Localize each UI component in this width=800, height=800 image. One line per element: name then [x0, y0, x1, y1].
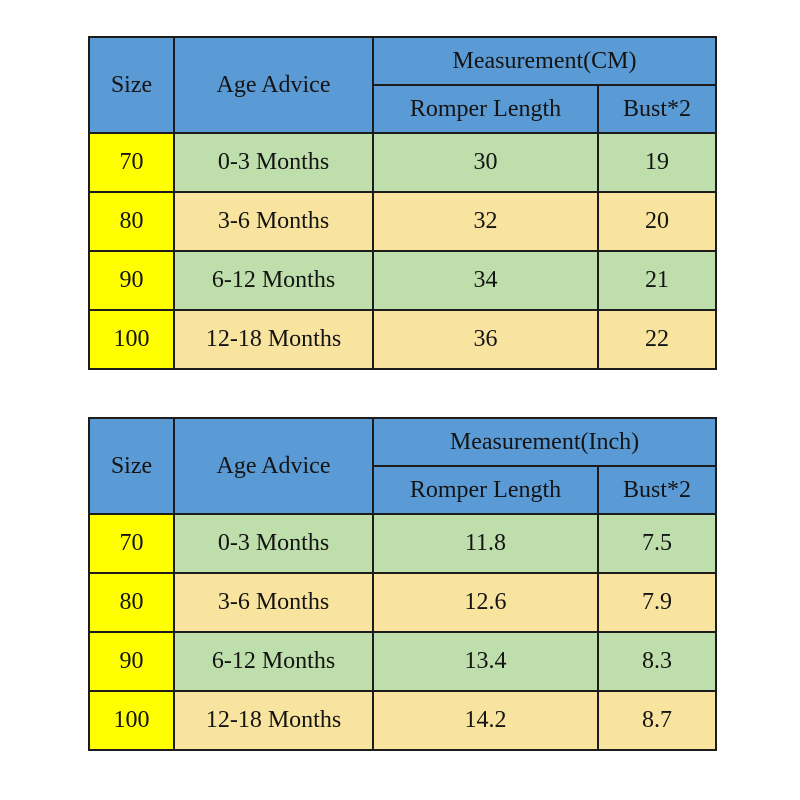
size-cell: 100 — [88, 309, 175, 370]
subheader-row: Romper Length Bust*2 — [89, 465, 717, 515]
size-cell: 100 — [88, 690, 175, 751]
group-header-measurement-inch: Measurement(Inch) — [372, 417, 717, 467]
size-cell: 80 — [88, 191, 175, 252]
bust-cell: 7.5 — [597, 513, 717, 574]
bust-cell: 7.9 — [597, 572, 717, 633]
table-row: 90 6-12 Months 13.4 8.3 — [88, 631, 717, 692]
size-chart-table-inch: Size Age Advice Measurement(Inch) Romper… — [88, 417, 717, 751]
bust-cell: 19 — [596, 132, 718, 193]
table-row: 80 3-6 Months 32 20 — [88, 191, 718, 252]
table-row: 70 0-3 Months 30 19 — [88, 132, 718, 193]
romper-length-cell: 30 — [372, 132, 599, 193]
age-cell: 3-6 Months — [173, 572, 374, 633]
size-cell: 70 — [88, 513, 175, 574]
age-cell: 12-18 Months — [173, 309, 374, 370]
col-header-bust: Bust*2 — [596, 84, 718, 134]
romper-length-cell: 36 — [372, 309, 599, 370]
col-header-size: Size — [88, 417, 175, 515]
table-row: 90 6-12 Months 34 21 — [88, 250, 718, 311]
size-cell: 80 — [88, 572, 175, 633]
age-cell: 12-18 Months — [173, 690, 374, 751]
bust-cell: 20 — [596, 191, 718, 252]
age-cell: 0-3 Months — [173, 513, 374, 574]
col-header-bust: Bust*2 — [597, 465, 717, 515]
size-cell: 70 — [88, 132, 175, 193]
table-row: 70 0-3 Months 11.8 7.5 — [88, 513, 717, 574]
age-cell: 0-3 Months — [173, 132, 374, 193]
subheader-row: Romper Length Bust*2 — [89, 84, 718, 134]
bust-cell: 8.7 — [597, 690, 717, 751]
table-row: 100 12-18 Months 36 22 — [88, 309, 718, 370]
age-cell: 3-6 Months — [173, 191, 374, 252]
romper-length-cell: 13.4 — [372, 631, 599, 692]
bust-cell: 21 — [596, 250, 718, 311]
header-row: Size Age Advice Measurement(Inch) — [88, 417, 717, 515]
romper-length-cell: 32 — [372, 191, 599, 252]
romper-length-cell: 11.8 — [372, 513, 599, 574]
col-header-romper-length: Romper Length — [372, 84, 599, 134]
bust-cell: 22 — [596, 309, 718, 370]
size-cell: 90 — [88, 631, 175, 692]
col-header-age-advice: Age Advice — [173, 417, 374, 515]
col-header-size: Size — [88, 36, 175, 134]
header-row: Size Age Advice Measurement(CM) — [88, 36, 718, 134]
table-row: 100 12-18 Months 14.2 8.7 — [88, 690, 717, 751]
group-header-measurement-cm: Measurement(CM) — [371, 36, 718, 86]
age-cell: 6-12 Months — [173, 631, 374, 692]
bust-cell: 8.3 — [597, 631, 717, 692]
size-cell: 90 — [88, 250, 175, 311]
romper-length-cell: 12.6 — [372, 572, 599, 633]
table-row: 80 3-6 Months 12.6 7.9 — [88, 572, 717, 633]
col-header-romper-length: Romper Length — [372, 465, 599, 515]
age-cell: 6-12 Months — [173, 250, 374, 311]
size-chart-table-cm: Size Age Advice Measurement(CM) Romper L… — [88, 36, 718, 370]
romper-length-cell: 14.2 — [372, 690, 599, 751]
col-header-age-advice: Age Advice — [173, 36, 374, 134]
romper-length-cell: 34 — [372, 250, 599, 311]
